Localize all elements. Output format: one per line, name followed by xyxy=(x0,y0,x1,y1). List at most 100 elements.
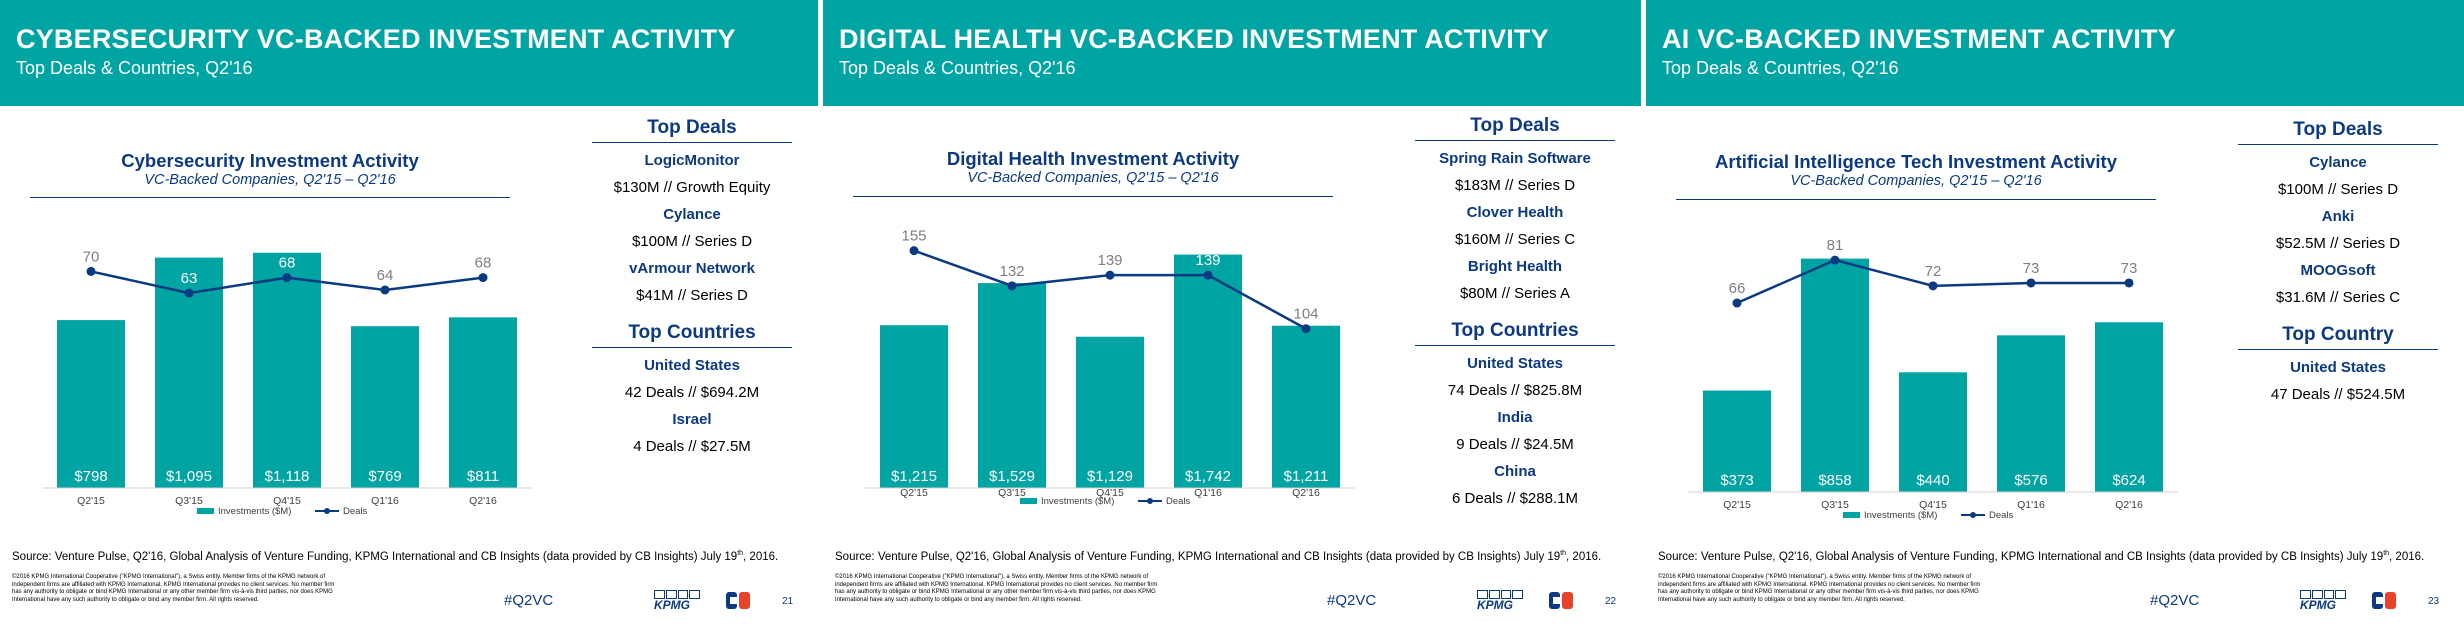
deals-point-5 xyxy=(478,273,488,283)
deals-value-label: 155 xyxy=(901,228,926,245)
bar-value-label: $624 xyxy=(2112,472,2145,489)
legend-deals-marker xyxy=(324,508,330,514)
chart-subtitle: VC-Backed Companies, Q2'15 – Q2'16 xyxy=(144,172,396,188)
legend-deals-marker xyxy=(1147,498,1153,504)
side-spacer xyxy=(2238,311,2438,323)
cb-insights-logo-icon xyxy=(2372,592,2396,609)
country-name: United States xyxy=(2290,359,2386,376)
bar-1 xyxy=(1703,390,1771,492)
x-tick-label: Q1'16 xyxy=(371,495,399,507)
deals-value-label: 63 xyxy=(181,270,198,287)
x-tick-label: Q2'15 xyxy=(1723,499,1751,511)
cbi-shape-cut xyxy=(1553,597,1560,604)
page-number: 21 xyxy=(782,596,794,607)
bar-value-label: $1,095 xyxy=(166,468,212,485)
kpmg-logo-box xyxy=(689,590,700,599)
top-countries-rule xyxy=(2238,349,2438,350)
cb-insights-logo-icon xyxy=(1549,592,1573,609)
cb-insights-logo xyxy=(2372,592,2396,609)
deal-detail: $41M // Series D xyxy=(636,287,748,304)
slide-title: AI VC-BACKED INVESTMENT ACTIVITY xyxy=(1662,24,2176,54)
legend-deals-label: Deals xyxy=(343,506,368,517)
x-tick-label: Q1'16 xyxy=(1194,487,1222,499)
deal-company: Spring Rain Software xyxy=(1439,150,1591,167)
x-tick-label: Q2'16 xyxy=(2115,499,2143,511)
bar-value-label: $798 xyxy=(74,468,107,485)
top-deals-heading: Top Deals xyxy=(1470,115,1560,136)
deals-value-label: 73 xyxy=(2121,260,2138,277)
country-name: China xyxy=(1494,463,1536,480)
deal-detail: $183M // Series D xyxy=(1454,177,1576,194)
bar-5 xyxy=(449,317,517,488)
side-spacer xyxy=(1415,307,1615,319)
x-tick-label: Q2'15 xyxy=(900,487,928,499)
top-deals-rule xyxy=(592,142,792,143)
deal-company: LogicMonitor xyxy=(644,152,740,169)
top-deals-rule xyxy=(2238,144,2438,145)
kpmg-logo-boxes xyxy=(654,590,700,599)
cbi-shape-right xyxy=(739,592,750,609)
deal-detail: $100M // Series D xyxy=(631,233,753,250)
chart-title: Cybersecurity Investment Activity xyxy=(121,150,419,171)
x-tick-label: Q3'15 xyxy=(175,495,203,507)
deal-company: Cylance xyxy=(663,206,721,223)
deals-value-label: 64 xyxy=(377,267,394,284)
cb-insights-logo-icon xyxy=(726,592,750,609)
bar-3 xyxy=(253,252,321,488)
deals-value-label: 104 xyxy=(1293,306,1318,323)
kpmg-logo-box xyxy=(1512,590,1523,599)
hashtag: #Q2VC xyxy=(1327,592,1377,609)
bar-4 xyxy=(1997,335,2065,492)
deals-point-2 xyxy=(1830,255,1840,265)
top-deals-panel: Top Deals Spring Rain Software $183M // Se… xyxy=(1415,114,1615,512)
cbi-shape-cut xyxy=(2376,597,2383,604)
source-end: , 2016. xyxy=(743,550,779,563)
x-tick-label: Q1'16 xyxy=(2017,499,2045,511)
deals-point-2 xyxy=(1007,281,1017,291)
bar-value-label: $440 xyxy=(1916,472,1949,489)
deals-point-3 xyxy=(1928,281,1938,291)
deals-value-label: 73 xyxy=(2023,260,2040,277)
slide-title: CYBERSECURITY VC-BACKED INVESTMENT ACTIV… xyxy=(16,24,736,54)
slide-subtitle: Top Deals & Countries, Q2'16 xyxy=(1662,58,1899,78)
kpmg-logo-box xyxy=(2300,590,2311,599)
x-tick-label: Q4'15 xyxy=(273,495,301,507)
bar-value-label: $1,215 xyxy=(891,468,937,485)
deal-detail: $52.5M // Series D xyxy=(2275,235,2401,252)
slide-3: AI VC-BACKED INVESTMENT ACTIVITY Top Deal… xyxy=(1646,0,2464,634)
chart-subtitle: VC-Backed Companies, Q2'15 – Q2'16 xyxy=(967,170,1219,186)
bar-value-label: $1,129 xyxy=(1087,468,1133,485)
bar-4 xyxy=(351,326,419,488)
deals-point-1 xyxy=(909,246,919,256)
cbi-shape-right xyxy=(1562,592,1573,609)
kpmg-logo-box xyxy=(2335,590,2346,599)
deal-detail: $100M // Series D xyxy=(2277,181,2399,198)
bar-5 xyxy=(2095,322,2163,492)
chart-title: Artificial Intelligence Tech Investment … xyxy=(1715,151,2117,172)
cb-insights-logo xyxy=(1549,592,1573,609)
top-countries-heading: Top Countries xyxy=(628,322,756,343)
bar-1 xyxy=(880,325,948,488)
legend-investments-label: Investments ($M) xyxy=(218,506,291,517)
chart-title: Digital Health Investment Activity xyxy=(946,148,1240,169)
deals-point-1 xyxy=(86,266,96,276)
bar-value-label: $373 xyxy=(1720,472,1753,489)
bar-5 xyxy=(1272,325,1340,488)
cbi-shape-cut xyxy=(730,597,737,604)
country-detail: 4 Deals // $27.5M xyxy=(633,438,751,455)
deal-company: Cylance xyxy=(2309,154,2367,171)
source-note: Source: Venture Pulse, Q2'16, Global Ana… xyxy=(12,550,778,563)
deals-point-3 xyxy=(282,273,292,283)
deal-company: vArmour Network xyxy=(629,260,755,277)
kpmg-logo-box xyxy=(2311,590,2323,599)
deals-value-label: 72 xyxy=(1925,263,1942,280)
legal-footer: ©2016 KPMG International Cooperative ("K… xyxy=(12,574,335,603)
country-detail: 47 Deals // $524.5M xyxy=(2270,386,2406,403)
legend-investments-label: Investments ($M) xyxy=(1041,496,1114,507)
chart-subtitle: VC-Backed Companies, Q2'15 – Q2'16 xyxy=(1790,173,2042,189)
country-name: Israel xyxy=(672,411,712,428)
deals-value-label: 68 xyxy=(279,255,296,272)
deals-point-5 xyxy=(2124,278,2134,288)
deal-detail: $31.6M // Series C xyxy=(2275,289,2401,306)
chart-title-rule xyxy=(30,197,510,198)
